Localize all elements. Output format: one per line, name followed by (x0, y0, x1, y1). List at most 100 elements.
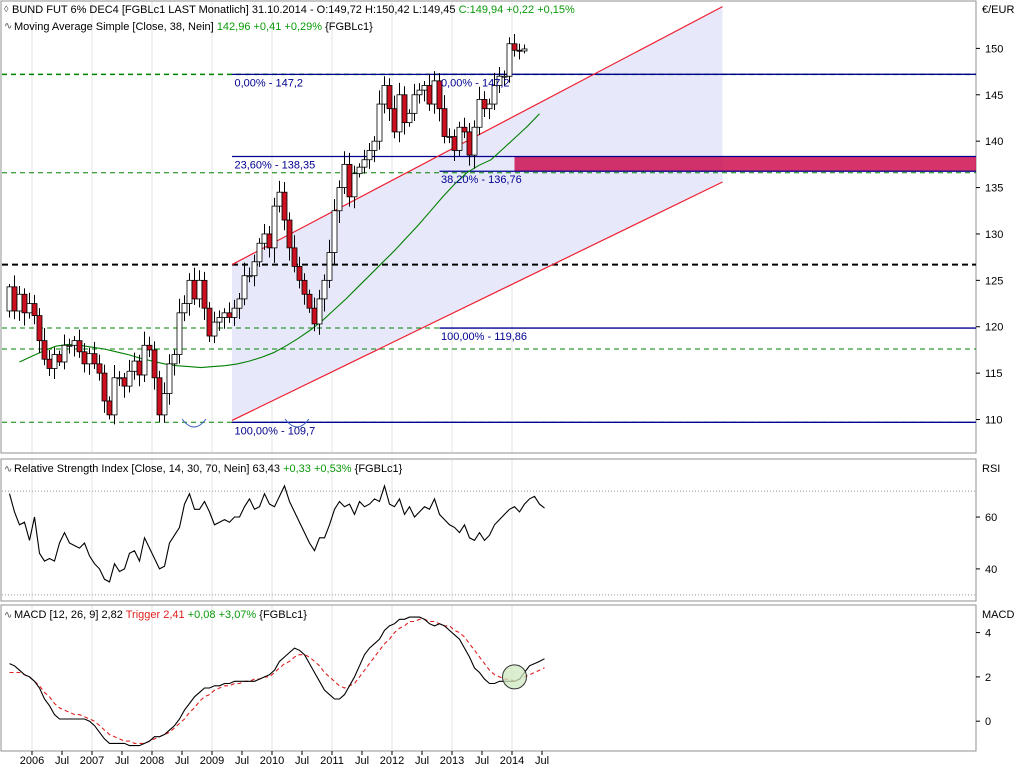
rsi-axis-label: RSI (982, 463, 1000, 475)
candle-body (116, 377, 123, 380)
candle-body (331, 210, 338, 253)
candle-body (91, 353, 98, 365)
candle-body (316, 298, 323, 325)
macd-axis-label: MACD (982, 609, 1014, 621)
candle-body (396, 94, 403, 133)
collapse-icon[interactable]: ◊ (4, 4, 9, 14)
candle-body (176, 312, 183, 355)
candle-body (521, 48, 528, 52)
candle-body (496, 75, 503, 86)
candle-body (211, 321, 218, 337)
price-axis-background (977, 2, 1024, 452)
candle-body (471, 126, 478, 156)
candle-body (56, 354, 63, 363)
price-tick-label: 140 (985, 136, 1003, 148)
candle-body (141, 344, 148, 376)
rsi-indicator-icon[interactable]: ∿ (4, 464, 12, 475)
candle-body (66, 344, 73, 347)
x-tick-label: Jul (115, 755, 129, 767)
candle-body (476, 99, 483, 128)
candle-body (336, 187, 343, 212)
candle-body (361, 159, 368, 168)
price-unit-label: €/EUR (982, 4, 1014, 16)
macd-line (9, 616, 545, 747)
ma-legend: Moving Average Simple [Close, 38, Nein] … (14, 21, 373, 33)
fib-label: 38,20% - 136,76 (441, 174, 522, 186)
x-tick-label: 2007 (80, 755, 104, 767)
rsi-grid (2, 460, 976, 600)
fib-label: 23,60% - 138,35 (235, 159, 316, 171)
candle-body (21, 293, 28, 314)
candle-body (406, 112, 413, 124)
candle-body (431, 80, 438, 105)
candle-body (241, 275, 248, 300)
macd-layer (9, 616, 545, 747)
candle-body (146, 344, 153, 351)
x-tick-label: 2014 (500, 755, 524, 767)
candle-body (46, 358, 53, 369)
candle-body (466, 131, 473, 156)
price-tick-label: 125 (985, 275, 1003, 287)
candle-body (311, 307, 318, 325)
candle-body (501, 75, 508, 78)
candle-body (401, 94, 408, 124)
macd-indicator-icon[interactable]: ∿ (4, 610, 12, 621)
candle-body (256, 242, 263, 263)
candle-body (506, 43, 513, 77)
candle-body (366, 150, 373, 161)
candle-body (26, 303, 33, 314)
candle-body (111, 377, 118, 416)
macd-cross-highlight (502, 664, 527, 690)
price-tick-label: 145 (985, 90, 1003, 102)
axis-layer: 110 115 120 125 130 135 140 145 150 40 60 0 2 4 2006 Ju… (20, 43, 1004, 767)
candle-body (236, 298, 243, 309)
candle-body (516, 49, 523, 52)
candle-body (246, 275, 253, 278)
fib-zone (514, 156, 976, 172)
macd-grid (31, 606, 513, 750)
candle-body (286, 219, 293, 249)
x-tick-label: 2009 (200, 755, 224, 767)
rsi-layer (8, 483, 545, 583)
x-tick-label: Jul (55, 755, 69, 767)
candle-body (181, 303, 188, 314)
candle-body (31, 303, 38, 317)
candle-body (71, 340, 78, 346)
candle-body (226, 312, 233, 318)
rsi-title: Relative Strength Index [Close, 14, 30, … (14, 463, 403, 475)
x-tick-label: Jul (175, 755, 189, 767)
macd-panel (0, 604, 977, 752)
macd-trigger-line (9, 618, 545, 744)
indicator-icon[interactable]: ∿ (4, 21, 12, 32)
candle-body (101, 372, 108, 402)
fib-label: 0,00% - 147,2 (235, 77, 304, 89)
candle-body (266, 233, 273, 249)
candle-body (11, 286, 18, 312)
candle-body (186, 279, 193, 304)
price-tick-label: 150 (985, 43, 1003, 55)
candle-body (291, 247, 298, 267)
candle-body (196, 279, 203, 300)
candle-body (276, 191, 283, 207)
candle-body (411, 94, 418, 114)
x-tick-label: Jul (295, 755, 309, 767)
candle-body (351, 173, 358, 198)
x-tick-label: 2013 (440, 755, 464, 767)
price-tick-label: 110 (985, 415, 1003, 427)
x-tick-label: 2008 (140, 755, 164, 767)
candle-body (456, 126, 463, 151)
rsi-panel (0, 458, 977, 602)
candle-body (481, 99, 488, 110)
macd-tick-label: 4 (985, 628, 991, 640)
candle-body (301, 279, 308, 295)
candle-body (261, 233, 268, 244)
x-tick-label: 2011 (320, 755, 344, 767)
x-tick-label: Jul (235, 755, 249, 767)
fib-label: 100,00% - 109,7 (235, 425, 316, 437)
macd-title: MACD [12, 26, 9] 2,82 Trigger 2,41 +0,08… (14, 609, 307, 621)
candle-body (441, 108, 448, 137)
candle-body (206, 307, 213, 337)
moving-average-line (19, 113, 540, 369)
candle-body (161, 393, 168, 416)
